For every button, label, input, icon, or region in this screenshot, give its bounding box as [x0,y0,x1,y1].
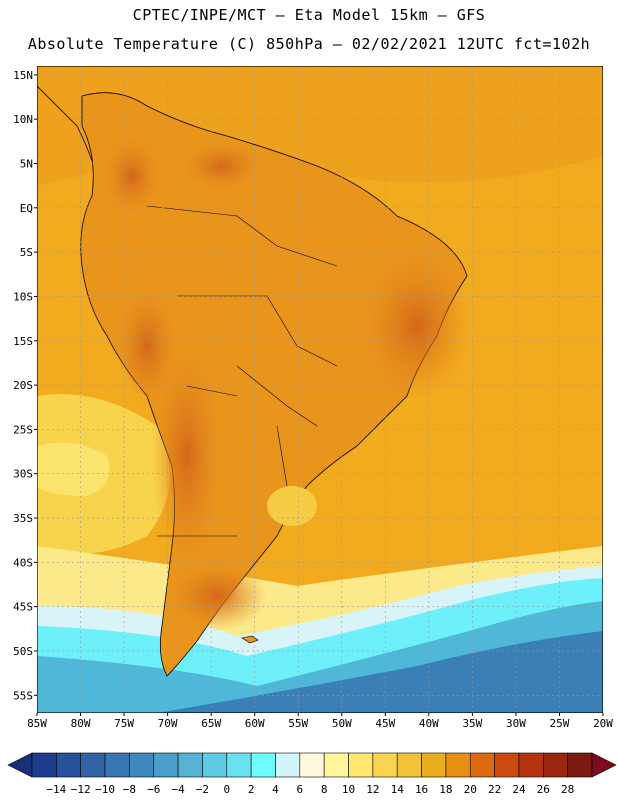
latitude-tick-label: 55S [13,689,33,702]
colorbar-swatch [543,752,568,778]
colorbar-swatch [421,752,447,778]
colorbar-swatch [202,752,228,778]
colorbar-swatch [129,752,155,778]
colorbar-swatch [396,752,422,778]
latitude-tick-label: 10N [13,113,33,126]
latitude-tick-label: 10S [13,290,33,303]
colorbar-swatches [7,752,617,778]
colorbar-label: −6 [147,783,160,796]
colorbar-labels: −14 −12 −10 −8 −6 −4 −2 0 2 4 6 8 10 12 14 16 18 20 22 24 26… [46,783,574,796]
lat-lon-gridlines [37,66,603,713]
colorbar-label: 28 [561,783,574,796]
colorbar-label: −8 [123,783,136,796]
colorbar-swatch [469,752,495,778]
latitude-tick-label: 40S [13,556,33,569]
longitude-tick-label: 35W [462,717,482,730]
colorbar-label: 24 [512,783,526,796]
latitude-tick-label: 25S [13,423,33,436]
colorbar-swatch [445,752,471,778]
colorbar-swatch [153,752,179,778]
southern-coldest-band [157,631,603,713]
longitude-labels: 85W 80W 75W 70W 65W 60W 55W 50W 45W 40W 35W 30W 25W 2… [27,713,613,730]
central-america-coast [37,85,93,162]
hot-zone-andes [152,346,222,566]
colorbar-swatch [31,752,57,778]
latitude-tick-label: 20S [13,379,33,392]
longitude-tick-label: 80W [71,717,91,730]
hot-zone-peru [117,286,177,406]
latitude-tick-label: 5S [20,246,33,259]
longitude-tick-label: 50W [332,717,352,730]
longitude-tick-label: 25W [550,717,570,730]
longitude-tick-label: 55W [288,717,308,730]
colorbar-label: 0 [223,783,230,796]
colorbar-swatch [518,752,544,778]
colorbar-low-arrow [7,752,33,778]
colorbar-swatch [56,752,81,778]
colorbar-swatch [372,752,398,778]
colorbar-label: 2 [248,783,255,796]
latitude-labels: 15N 10N 5N EQ 5S 10S 15S 20S 25S 30S 35S 40S 45S 50S 5… [13,69,37,702]
colorbar-label: −12 [71,783,91,796]
longitude-tick-label: 45W [375,717,395,730]
colorbar-label: 20 [464,783,477,796]
temperature-map [37,66,603,713]
hot-zone-patagonia [167,561,267,631]
colorbar-swatch [323,752,349,778]
colorbar-label: −4 [171,783,185,796]
colorbar-swatch [80,752,106,778]
cool-pocket-rio-de-la-plata [267,486,317,526]
colorbar-label: 8 [321,783,328,796]
longitude-tick-label: 65W [201,717,221,730]
latitude-tick-label: 50S [13,645,33,658]
latitude-tick-label: 30S [13,468,33,481]
colorbar-label: 10 [342,783,355,796]
longitude-tick-label: 60W [245,717,265,730]
colorbar-label: 6 [297,783,304,796]
latitude-tick-label: 15S [13,335,33,348]
colorbar-swatch [226,752,252,778]
longitude-tick-label: 75W [114,717,134,730]
hot-zone-venezuela [182,141,262,191]
colorbar-swatch [104,752,130,778]
colorbar-label: 26 [537,783,550,796]
colorbar-label: 22 [488,783,501,796]
colorbar-swatch [299,752,325,778]
falkland-islands [241,635,259,644]
latitude-tick-label: 5N [20,157,33,170]
chart-subtitle: Absolute Temperature (C) 850hPa – 02/02/… [27,35,591,53]
hot-zone-ne-brazil [362,251,472,401]
colorbar-swatch [250,752,276,778]
colorbar-label: −14 [46,783,66,796]
colorbar-label: 16 [415,783,428,796]
colorbar-label: 12 [366,783,379,796]
latitude-tick-label: 15N [13,69,33,82]
colorbar-label: 14 [391,783,405,796]
colorbar-high-arrow [591,752,617,778]
latitude-tick-label: 35S [13,512,33,525]
colorbar-label: −2 [196,783,209,796]
colorbar-label: −10 [95,783,115,796]
colorbar-swatch [177,752,203,778]
longitude-tick-label: 40W [419,717,439,730]
colorbar-label: 4 [272,783,279,796]
colorbar-swatch [348,752,374,778]
longitude-tick-label: 20W [593,717,613,730]
longitude-tick-label: 30W [506,717,526,730]
country-borders [146,205,338,537]
colorbar-swatch [275,752,301,778]
latitude-tick-label: EQ [20,202,33,215]
colorbar-swatch [567,752,593,778]
colorbar: −14 −12 −10 −8 −6 −4 −2 0 2 4 6 8 10 12 14 16 18 20 22 24 26… [7,752,617,796]
pacific-cooler-patch [37,442,110,496]
colorbar-label: 18 [439,783,452,796]
longitude-tick-label: 85W [27,717,47,730]
latitude-tick-label: 45S [13,601,33,614]
colorbar-swatch [494,752,520,778]
longitude-tick-label: 70W [158,717,178,730]
hot-zone-colombia [102,136,162,216]
chart-title: CPTEC/INPE/MCT – Eta Model 15km – GFS [132,6,486,24]
